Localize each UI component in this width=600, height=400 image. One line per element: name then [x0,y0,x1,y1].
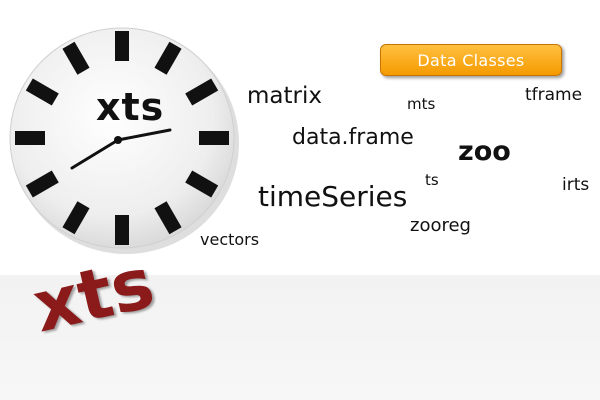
word-zoo: zoo [458,136,511,167]
clock-tick-mark [15,131,45,145]
word-tframe: tframe [525,85,583,105]
clock-tick-mark [62,41,90,75]
floor-background [0,275,600,400]
clock-tick-mark [25,170,59,198]
clock-tick-mark [185,170,219,198]
clock-minute-hand [116,128,172,142]
clock-tick-mark [115,215,129,245]
clock-hour-hand [70,138,120,170]
clock-logo: xts [0,0,260,270]
clock-tick-marks [15,31,229,245]
clock-tick-mark [199,131,229,145]
word-matrix: matrix [247,83,322,109]
clock-tick-mark [25,78,59,106]
clock-tick-mark [115,31,129,61]
clock-icon [9,27,239,254]
word-mts: mts [407,95,436,113]
clock-tick-mark [154,201,182,235]
word-timeseries: timeSeries [258,180,408,213]
word-zooreg: zooreg [410,215,471,236]
clock-tick-mark [185,78,219,106]
clock-label: xts [96,85,165,129]
word-vectors: vectors [200,230,260,249]
word-ts: ts [425,171,439,189]
clock-tick-mark [62,201,90,235]
word-data-frame: data.frame [292,125,414,150]
data-classes-badge: Data Classes [380,44,562,76]
word-irts: irts [562,175,590,195]
clock-center [114,136,122,144]
clock-tick-mark [154,41,182,75]
